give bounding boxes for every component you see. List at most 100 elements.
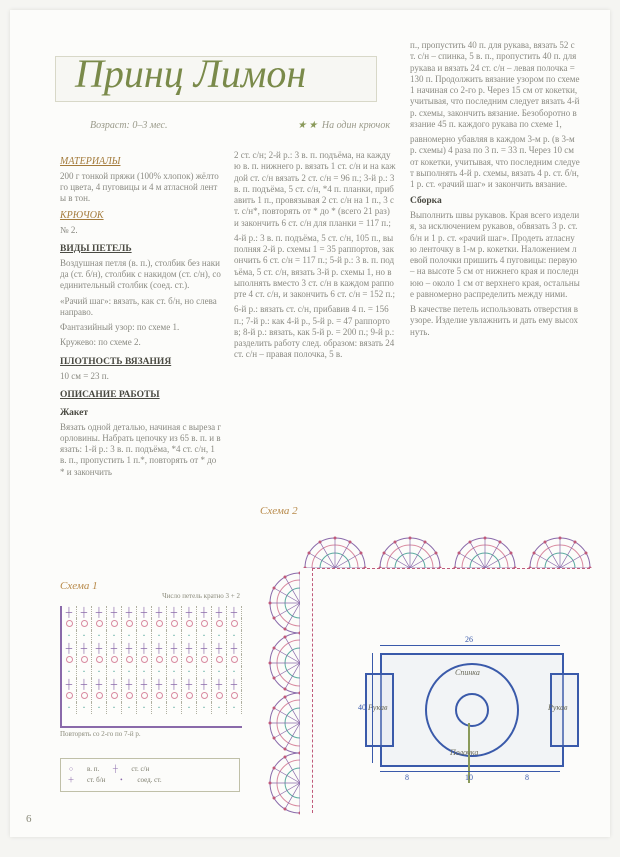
stitch-symbol: · bbox=[167, 702, 181, 712]
stitch-symbol: ┼ bbox=[62, 606, 76, 618]
dim-b1: 8 bbox=[405, 773, 409, 782]
stitch-symbol bbox=[96, 620, 103, 627]
stitch-symbol: · bbox=[62, 630, 76, 640]
stitch-symbol bbox=[231, 692, 238, 699]
chart1-cell: ┼ bbox=[62, 642, 77, 654]
chart1-cell: · bbox=[122, 702, 137, 714]
stitch-symbol: · bbox=[122, 630, 136, 640]
stitch-symbol: ┼ bbox=[92, 678, 106, 690]
stitch-symbol: ┼ bbox=[92, 606, 106, 618]
stitch-symbol: ┼ bbox=[197, 606, 211, 618]
stitch-symbol bbox=[186, 692, 193, 699]
col2-p3: 6-й р.: вязать ст. с/н, прибавив 4 п. = … bbox=[234, 304, 396, 360]
stitch-symbol: ┼ bbox=[182, 678, 196, 690]
chart1-row bbox=[62, 690, 242, 702]
legend-row: ○в. п.┼ст. с/н bbox=[65, 765, 235, 773]
chart1-cell: · bbox=[227, 666, 242, 678]
materials-body: 200 г тонкой пряжи (100% хлопок) жёлтого… bbox=[60, 171, 222, 205]
scheme1-label: Схема 1 bbox=[60, 580, 240, 592]
chart1-row: ┼┼┼┼┼┼┼┼┼┼┼┼ bbox=[62, 678, 242, 690]
stitch-symbol: · bbox=[107, 630, 121, 640]
scheme1-caption-top: Число петель кратно 3 + 2 bbox=[60, 592, 240, 600]
legend-label: ст. б/н bbox=[87, 776, 105, 784]
chart1-cell: · bbox=[107, 702, 122, 714]
chart1-cell: ┼ bbox=[62, 606, 77, 618]
stitch-symbol: ┼ bbox=[137, 642, 151, 654]
gauge-body: 10 см = 23 п. bbox=[60, 371, 222, 382]
title-banner: Принц Лимон bbox=[55, 48, 385, 108]
chart1-cell: ┼ bbox=[167, 642, 182, 654]
chart1-cell: ┼ bbox=[212, 606, 227, 618]
fantasy-pattern: Фантазийный узор: по схеме 1. bbox=[60, 322, 222, 333]
stitch-symbol bbox=[201, 656, 208, 663]
stitch-symbol: · bbox=[107, 666, 121, 676]
chart1-cell: · bbox=[227, 702, 242, 714]
chart1-row: ┼┼┼┼┼┼┼┼┼┼┼┼ bbox=[62, 606, 242, 618]
scheme-2: Схема 2 Спинка Рукав Рукав Полочка 26 40 bbox=[260, 505, 590, 813]
difficulty-stars: ★★ bbox=[297, 120, 319, 131]
stitch-symbol bbox=[141, 656, 148, 663]
scheme2-diagram: Спинка Рукав Рукав Полочка 26 40 8 10 8 bbox=[260, 523, 590, 813]
stitch-symbol: ┼ bbox=[62, 678, 76, 690]
legend-symbol: ＋ bbox=[65, 775, 77, 785]
dim-bottom-line bbox=[380, 771, 560, 772]
chart1-cell: · bbox=[182, 702, 197, 714]
chart1-cell: ┼ bbox=[212, 678, 227, 690]
chart1-cell: ┼ bbox=[137, 678, 152, 690]
stitch-symbol bbox=[156, 656, 163, 663]
chart1-cell: · bbox=[62, 666, 77, 678]
description-sub: Жакет bbox=[60, 408, 222, 420]
stitch-symbol bbox=[171, 692, 178, 699]
chart1-cell: · bbox=[137, 702, 152, 714]
stitch-symbol: ┼ bbox=[122, 606, 136, 618]
stitch-symbol bbox=[201, 620, 208, 627]
chart1-cell: ┼ bbox=[107, 606, 122, 618]
crochet-fan bbox=[450, 528, 520, 568]
chart1-cell: · bbox=[197, 666, 212, 678]
stitch-symbol: · bbox=[152, 666, 166, 676]
chart1-cell: ┼ bbox=[212, 642, 227, 654]
page-number: 6 bbox=[26, 813, 32, 825]
chart1-cell: · bbox=[152, 630, 167, 642]
stitch-symbol: ┼ bbox=[152, 642, 166, 654]
stitch-symbol: · bbox=[107, 702, 121, 712]
stitch-symbol bbox=[81, 692, 88, 699]
stitch-symbol bbox=[126, 692, 133, 699]
chart1-cell: · bbox=[197, 630, 212, 642]
stitch-symbol: ┼ bbox=[77, 606, 91, 618]
stitch-symbol bbox=[96, 656, 103, 663]
gauge-header: ПЛОТНОСТЬ ВЯЗАНИЯ bbox=[60, 357, 222, 369]
chart1-cell: ┼ bbox=[182, 678, 197, 690]
hook-body: № 2. bbox=[60, 225, 222, 236]
column-2: 2 ст. с/н; 2-й р.: 3 в. п. подъёма, на к… bbox=[234, 150, 396, 482]
stitch-symbol bbox=[66, 692, 73, 699]
chart1-cell: ┼ bbox=[62, 678, 77, 690]
stitch-symbol bbox=[66, 620, 73, 627]
difficulty-label: На один крючок bbox=[322, 120, 390, 131]
chart1-cell: ┼ bbox=[107, 642, 122, 654]
stitch-symbol: · bbox=[212, 666, 226, 676]
column-1: МАТЕРИАЛЫ 200 г тонкой пряжи (100% хлопо… bbox=[60, 150, 222, 482]
stitch-symbol: ┼ bbox=[152, 606, 166, 618]
chart1-cell: · bbox=[122, 630, 137, 642]
stitch-symbol: · bbox=[167, 630, 181, 640]
stitch-symbol: · bbox=[227, 666, 241, 676]
stitch-symbol: ┼ bbox=[167, 678, 181, 690]
chart1-cell: · bbox=[107, 630, 122, 642]
crochet-fan bbox=[260, 748, 300, 818]
chart1-cell: ┼ bbox=[77, 678, 92, 690]
legend-symbol: ┼ bbox=[109, 765, 121, 773]
chart1-cell: ┼ bbox=[152, 642, 167, 654]
dim-top bbox=[380, 645, 560, 646]
label-rukav-l: Рукав bbox=[368, 703, 387, 712]
stitch-symbol: · bbox=[92, 666, 106, 676]
column-3-spacer bbox=[408, 150, 570, 482]
stitch-symbol bbox=[111, 656, 118, 663]
crochet-fan bbox=[300, 528, 370, 568]
stitch-symbol bbox=[111, 620, 118, 627]
stitch-symbol: ┼ bbox=[107, 606, 121, 618]
stitch-symbol: · bbox=[212, 630, 226, 640]
stitch-symbol: · bbox=[137, 630, 151, 640]
chart1-cell: ┼ bbox=[167, 678, 182, 690]
stitch-symbol: · bbox=[122, 702, 136, 712]
